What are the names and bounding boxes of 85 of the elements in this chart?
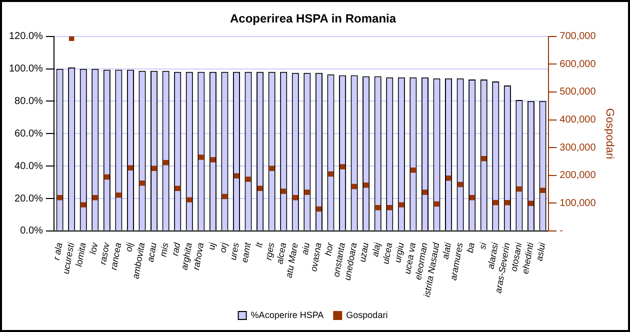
y2-tick-label: 700,000 — [560, 31, 596, 42]
y-tick-label: 120.0% — [8, 31, 44, 42]
point — [304, 190, 310, 195]
point — [422, 190, 428, 195]
point — [116, 192, 122, 198]
point — [222, 194, 228, 200]
point — [128, 165, 134, 170]
x-tick-label: ba — [464, 242, 477, 254]
point — [458, 182, 463, 188]
chart-title: Acoperirea HSPA in Romania — [230, 12, 396, 26]
x-tick-label: lov — [88, 241, 100, 255]
x-tick-label: uzau — [357, 242, 371, 263]
point — [340, 164, 346, 170]
point — [163, 160, 168, 166]
point — [234, 173, 240, 179]
point — [387, 204, 392, 210]
x-tick-label: alati — [440, 240, 454, 260]
x-tick-label: si — [477, 240, 488, 250]
point — [198, 154, 204, 160]
point — [410, 167, 416, 173]
y2-tick-label: 600,000 — [560, 58, 596, 70]
y2-tick-label: 200,000 — [560, 170, 596, 182]
point — [446, 176, 452, 181]
x-tick-label: alaj — [370, 240, 382, 258]
x-tick-label: r ala — [51, 242, 64, 261]
point — [328, 171, 334, 177]
point — [80, 202, 86, 208]
point — [504, 200, 510, 206]
point — [352, 184, 357, 190]
point — [540, 188, 546, 193]
y-tick-label: 40.0% — [14, 160, 44, 172]
y-tick-label: 0.0% — [20, 226, 44, 237]
x-tick-label: alcea — [274, 242, 288, 265]
point — [363, 182, 369, 188]
point — [269, 166, 274, 172]
point — [469, 194, 475, 200]
y2-tick-label: 500,000 — [560, 86, 596, 98]
point — [186, 197, 192, 202]
point — [481, 156, 486, 162]
x-tick-label: orj — [218, 240, 230, 254]
point — [316, 206, 322, 212]
point — [493, 200, 498, 206]
point — [516, 186, 522, 192]
legend-label: %Acoperire HSPA — [250, 310, 324, 320]
point — [174, 186, 180, 192]
point — [140, 180, 145, 186]
y-tick-label: 80.0% — [14, 96, 44, 107]
x-tick-label: alarasi — [486, 240, 500, 270]
y2-axis-title: Gospodari — [603, 108, 616, 160]
point — [104, 174, 110, 180]
y-tick-label: 100.0% — [8, 64, 44, 75]
x-tick-label: rges — [263, 241, 276, 261]
y2-tick-label: 300,000 — [560, 142, 596, 154]
x-tick-label: eamt — [239, 241, 253, 264]
point — [68, 36, 74, 41]
point — [292, 194, 298, 200]
point — [528, 200, 534, 206]
x-tick-label: hor — [323, 240, 336, 256]
x-tick-label: urgiu — [392, 242, 406, 264]
x-tick-label: mis — [158, 241, 170, 258]
y2-tick-label: 400,000 — [560, 114, 596, 126]
x-tick-label: rancea — [108, 242, 124, 271]
x-tick-label: lomita — [74, 242, 88, 268]
y-tick-label: 60.0% — [14, 128, 44, 140]
x-tick-label: olj — [124, 240, 136, 253]
point — [375, 204, 380, 210]
y2-tick-label: - — [560, 226, 563, 237]
x-tick-label: uj — [206, 240, 218, 251]
point — [210, 157, 216, 162]
point — [257, 186, 263, 192]
y2-tick-label: 100,000 — [560, 198, 596, 209]
point — [57, 194, 62, 200]
x-tick-label: ures — [228, 241, 242, 261]
x-tick-label: acau — [145, 242, 158, 263]
point — [92, 194, 98, 200]
point — [280, 188, 286, 194]
y-tick-label: 20.0% — [14, 193, 44, 204]
point — [151, 166, 157, 172]
x-tick-label: aslui — [534, 240, 548, 262]
point — [434, 201, 440, 207]
point — [398, 202, 404, 208]
x-tick-label: lt — [254, 241, 265, 248]
legend-label: Gospodari — [346, 310, 388, 320]
x-tick-label: rasov — [98, 241, 112, 266]
point — [246, 176, 251, 182]
